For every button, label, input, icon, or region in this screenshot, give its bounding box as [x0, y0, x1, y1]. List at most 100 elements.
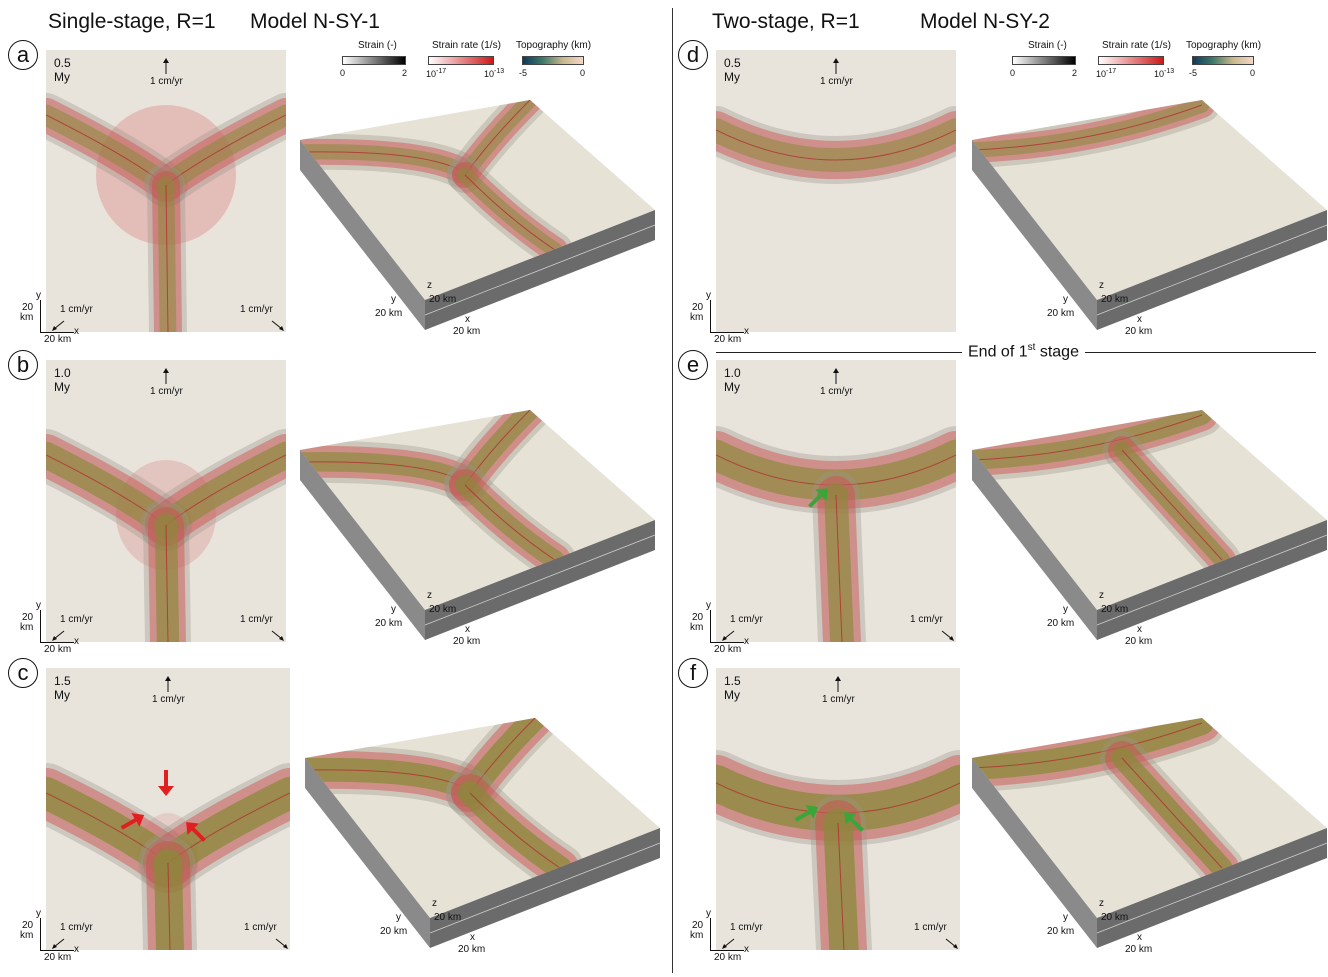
x-scale-bar — [710, 950, 744, 951]
right-column-title: Two-stage, R=1 — [712, 10, 860, 33]
strain-min-tick: 0 — [340, 68, 346, 78]
north-velocity-arrow — [162, 58, 170, 79]
strain-colorbar — [1012, 56, 1076, 65]
colorbar-group-left: Strain (-) 0 2 Strain rate (1/s) 10-17 1… — [330, 40, 600, 80]
block-z-scale: 20 km — [1101, 912, 1129, 923]
block-x-label: x — [465, 314, 470, 325]
block-x-label: x — [1137, 624, 1142, 635]
sw-velocity-arrow — [52, 318, 66, 336]
y-scale-unit: km — [20, 312, 34, 323]
y-axis-label: y — [706, 600, 711, 611]
x-scale-bar — [40, 950, 74, 951]
left-column-model: Model N-SY-1 — [250, 10, 380, 33]
topography-max-tick: 0 — [1250, 68, 1256, 78]
block-y-scale: 20 km — [1047, 926, 1075, 937]
panel-letter-a: a — [8, 40, 38, 70]
block-view-a — [300, 100, 660, 345]
y-scale-value: 20 — [692, 302, 704, 313]
x-scale-bar — [710, 642, 744, 643]
y-scale-unit: km — [20, 622, 34, 633]
block-z-label: z — [1099, 898, 1104, 909]
block-y-label: y — [1063, 912, 1068, 923]
top-view-map-b — [46, 360, 286, 642]
top-view-map-c — [46, 668, 290, 950]
sw-velocity-arrow — [52, 628, 66, 646]
x-scale-bar — [710, 332, 744, 333]
strain-rate-colorbar-label: Strain rate (1/s) — [432, 40, 501, 51]
green-arrow-e — [804, 484, 832, 517]
x-scale-label: 20 km — [714, 644, 742, 655]
sw-velocity-label: 1 cm/yr — [60, 614, 93, 625]
y-scale-unit: km — [690, 930, 704, 941]
block-z-label: z — [1099, 280, 1104, 291]
block-x-label: x — [470, 932, 475, 943]
top-view-map-e — [716, 360, 956, 642]
x-scale-bar — [40, 332, 74, 333]
block-z-scale: 20 km — [1101, 294, 1129, 305]
north-velocity-label: 1 cm/yr — [820, 386, 853, 397]
block-x-scale: 20 km — [1125, 944, 1153, 955]
block-z-scale: 20 km — [429, 604, 457, 615]
red-arrow-top — [152, 768, 180, 801]
block-y-label: y — [1063, 604, 1068, 615]
y-scale-bar — [710, 300, 711, 332]
time-label-f: 1.5 My — [724, 674, 741, 702]
block-y-label: y — [391, 604, 396, 615]
block-x-scale: 20 km — [453, 636, 481, 647]
se-velocity-arrow — [940, 628, 954, 646]
block-z-label: z — [1099, 590, 1104, 601]
block-z-label: z — [427, 590, 432, 601]
block-z-scale: 20 km — [434, 912, 462, 923]
strain-rate-colorbar — [428, 56, 494, 65]
y-axis-label: y — [36, 600, 41, 611]
left-column-title: Single-stage, R=1 — [48, 10, 216, 33]
y-scale-unit: km — [690, 622, 704, 633]
y-scale-value: 20 — [22, 920, 34, 931]
stage-marker-prefix: End of 1 — [968, 343, 1028, 361]
x-scale-bar — [40, 642, 74, 643]
right-column-model: Model N-SY-2 — [920, 10, 1050, 33]
y-axis-label: y — [36, 908, 41, 919]
se-velocity-arrow — [270, 318, 284, 336]
topography-colorbar-label: Topography (km) — [516, 40, 592, 51]
column-divider — [672, 8, 673, 973]
north-velocity-label: 1 cm/yr — [150, 386, 183, 397]
block-x-scale: 20 km — [458, 944, 486, 955]
topography-colorbar — [1192, 56, 1254, 65]
strain-rate-max-tick: 10-13 — [484, 68, 505, 79]
time-label-a: 0.5 My — [54, 56, 71, 84]
red-arrow-left — [118, 808, 146, 841]
block-y-label: y — [396, 912, 401, 923]
x-axis-label: x — [74, 944, 79, 955]
block-view-d — [972, 100, 1328, 345]
block-z-scale: 20 km — [429, 294, 457, 305]
x-axis-label: x — [74, 326, 79, 337]
x-axis-label: x — [744, 636, 749, 647]
block-x-scale: 20 km — [1125, 326, 1153, 337]
strain-rate-min-tick: 10-17 — [1096, 68, 1117, 79]
top-view-map-a — [46, 50, 286, 332]
strain-max-tick: 2 — [402, 68, 408, 78]
stage-marker-sup: st — [1027, 342, 1036, 353]
red-arrow-right — [182, 818, 210, 851]
green-arrow-f-right — [840, 808, 868, 841]
north-velocity-label: 1 cm/yr — [152, 694, 185, 705]
strain-min-tick: 0 — [1010, 68, 1016, 78]
sw-velocity-label: 1 cm/yr — [60, 922, 93, 933]
block-y-label: y — [1063, 294, 1068, 305]
block-y-scale: 20 km — [375, 308, 403, 319]
y-axis-label: y — [706, 290, 711, 301]
x-axis-label: x — [74, 636, 79, 647]
sw-velocity-label: 1 cm/yr — [730, 922, 763, 933]
strain-colorbar-label: Strain (-) — [1028, 40, 1067, 51]
x-scale-label: 20 km — [44, 644, 72, 655]
strain-colorbar — [342, 56, 406, 65]
top-view-map-f — [716, 668, 960, 950]
strain-rate-min-tick: 10-17 — [426, 68, 447, 79]
strain-rate-max-tick: 10-13 — [1154, 68, 1175, 79]
block-x-label: x — [465, 624, 470, 635]
panel-letter-b: b — [8, 350, 38, 380]
block-z-scale: 20 km — [1101, 604, 1129, 615]
north-velocity-label: 1 cm/yr — [150, 76, 183, 87]
panel-letter-f: f — [678, 658, 708, 688]
